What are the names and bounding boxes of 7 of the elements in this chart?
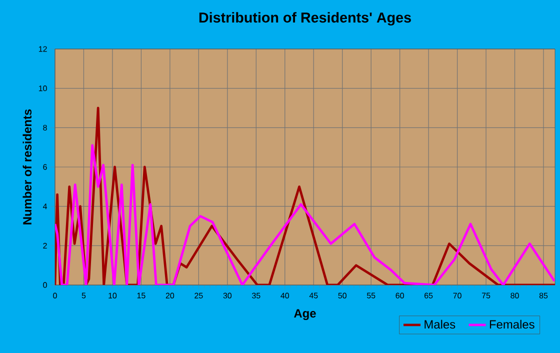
x-axis-title: Age <box>294 309 316 320</box>
y-axis-title: Number of residents <box>22 109 32 224</box>
line-series <box>55 106 555 285</box>
legend-label: Females <box>490 320 534 329</box>
chart-title: Distribution of Residents' Ages <box>199 12 411 26</box>
line-series <box>55 144 555 285</box>
legend-label: Males <box>424 320 456 329</box>
